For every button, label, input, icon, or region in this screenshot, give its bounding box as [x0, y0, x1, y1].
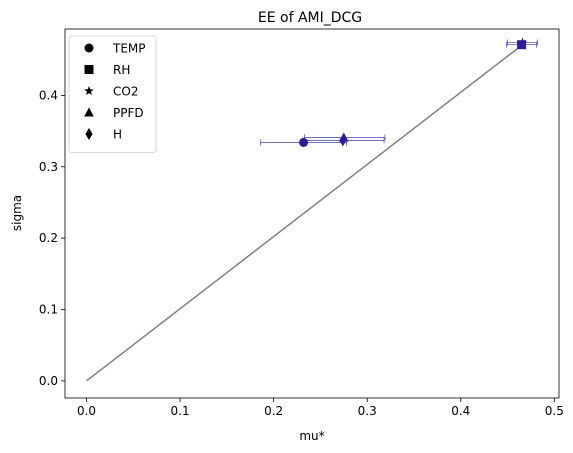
x-axis-label: mu*	[299, 429, 324, 443]
data-points	[299, 37, 528, 147]
x-tick-label: 0.5	[545, 404, 564, 418]
legend-marker-co2	[84, 86, 94, 96]
x-tick-label: 0.1	[171, 404, 190, 418]
legend: TEMP RH CO2 PPFD H	[68, 35, 157, 153]
x-tick-label: 0.4	[451, 404, 470, 418]
point-h	[339, 134, 347, 147]
legend-marker-rh	[84, 65, 94, 74]
x-tick-label: 0.3	[358, 404, 377, 418]
y-tick-label: 0.1	[39, 302, 58, 316]
y-axis-label: sigma	[10, 195, 24, 231]
legend-label-h: H	[113, 128, 122, 142]
chart-title: EE of AMI_DCG	[258, 10, 362, 26]
point-temp	[299, 137, 309, 147]
legend-label-ppfd: PPFD	[113, 106, 144, 120]
legend-marker-ppfd	[84, 107, 94, 117]
x-tick-label: 0.2	[264, 404, 283, 418]
axis-ticks: 0.0 0.1 0.2 0.3 0.4 0.5 0.0 0.1 0.2 0.3 0.4	[39, 88, 564, 418]
y-tick-label: 0.4	[39, 88, 58, 102]
x-tick-label: 0.0	[77, 404, 96, 418]
legend-label-temp: TEMP	[112, 42, 146, 56]
y-tick-label: 0.2	[39, 231, 58, 245]
legend-label-co2: CO2	[113, 85, 138, 99]
y-tick-label: 0.0	[39, 374, 58, 388]
point-co2	[517, 37, 528, 47]
legend-label-rh: RH	[113, 63, 130, 77]
y-tick-label: 0.3	[39, 160, 58, 174]
legend-marker-h	[85, 128, 93, 140]
legend-marker-temp	[84, 43, 94, 53]
reference-line	[86, 44, 523, 382]
